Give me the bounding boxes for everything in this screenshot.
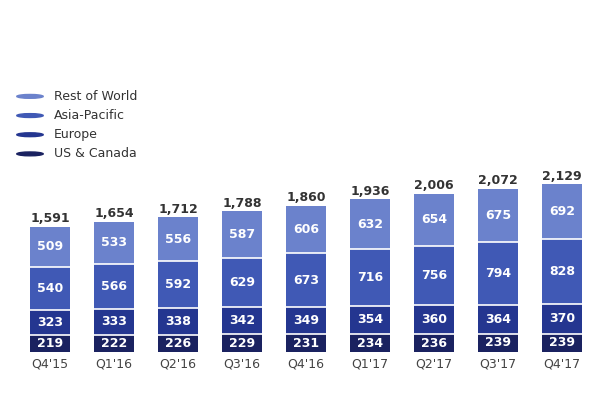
Bar: [414, 194, 454, 246]
Text: 1,860: 1,860: [286, 191, 326, 204]
Text: 566: 566: [101, 280, 127, 293]
Bar: [350, 334, 390, 352]
Text: 1,712: 1,712: [158, 202, 198, 215]
Bar: [542, 304, 582, 333]
Bar: [542, 239, 582, 304]
Bar: [158, 308, 198, 335]
Bar: [478, 188, 518, 242]
Bar: [350, 200, 390, 249]
Bar: [158, 335, 198, 352]
Bar: [286, 307, 326, 334]
Text: 364: 364: [485, 313, 511, 326]
Bar: [286, 206, 326, 253]
Text: 338: 338: [165, 315, 191, 328]
Bar: [414, 305, 454, 334]
Text: 333: 333: [101, 315, 127, 328]
Text: 533: 533: [101, 236, 127, 249]
Text: 226: 226: [165, 337, 191, 350]
Text: 2,129: 2,129: [542, 169, 582, 183]
Text: 675: 675: [485, 209, 511, 222]
Bar: [222, 307, 262, 334]
Bar: [478, 305, 518, 333]
Bar: [478, 242, 518, 305]
Text: 354: 354: [357, 314, 383, 326]
Text: Monthly Active Users (MAUs): Monthly Active Users (MAUs): [11, 13, 510, 42]
Text: 349: 349: [293, 314, 319, 327]
Bar: [542, 184, 582, 239]
Bar: [158, 261, 198, 308]
Circle shape: [17, 152, 43, 156]
Text: In Millions: In Millions: [11, 57, 91, 71]
Bar: [30, 227, 70, 267]
Text: 794: 794: [485, 267, 511, 280]
Bar: [350, 306, 390, 334]
Bar: [158, 217, 198, 261]
Text: 2,072: 2,072: [478, 174, 518, 187]
Text: 629: 629: [229, 276, 255, 289]
Text: 231: 231: [293, 337, 319, 350]
Text: 222: 222: [101, 337, 127, 350]
Text: 556: 556: [165, 232, 191, 246]
Text: 219: 219: [37, 337, 63, 350]
Bar: [350, 249, 390, 306]
Text: 632: 632: [357, 218, 383, 231]
Text: 654: 654: [421, 213, 447, 226]
Bar: [478, 333, 518, 352]
Text: 756: 756: [421, 269, 447, 282]
Bar: [94, 308, 134, 335]
Circle shape: [17, 133, 43, 137]
Bar: [30, 310, 70, 335]
Text: 239: 239: [485, 337, 511, 350]
Text: 716: 716: [357, 271, 383, 284]
Text: Rest of World: Rest of World: [54, 90, 137, 103]
Text: 1,654: 1,654: [94, 207, 134, 220]
Text: Europe: Europe: [54, 128, 98, 141]
Text: 1,788: 1,788: [222, 197, 262, 209]
Text: 1,591: 1,591: [30, 212, 70, 225]
Bar: [286, 334, 326, 352]
Bar: [94, 222, 134, 264]
Text: 234: 234: [357, 337, 383, 350]
Text: 342: 342: [229, 314, 255, 327]
Circle shape: [17, 114, 43, 118]
Bar: [30, 267, 70, 310]
Bar: [414, 246, 454, 305]
Bar: [414, 334, 454, 352]
Text: 540: 540: [37, 282, 63, 295]
Text: 509: 509: [37, 240, 63, 253]
Text: 323: 323: [37, 316, 63, 329]
Text: 592: 592: [165, 278, 191, 291]
Text: 828: 828: [549, 265, 575, 278]
Text: Asia-Pacific: Asia-Pacific: [54, 109, 125, 122]
Bar: [542, 333, 582, 352]
Text: 370: 370: [549, 312, 575, 326]
Text: US & Canada: US & Canada: [54, 147, 137, 160]
Bar: [222, 258, 262, 307]
Text: 2,006: 2,006: [414, 179, 454, 192]
Text: 229: 229: [229, 337, 255, 350]
Bar: [222, 334, 262, 352]
Text: 239: 239: [549, 337, 575, 350]
Bar: [94, 264, 134, 308]
Text: 673: 673: [293, 274, 319, 286]
Text: 236: 236: [421, 337, 447, 350]
Bar: [94, 335, 134, 352]
Text: 587: 587: [229, 228, 255, 241]
Circle shape: [17, 95, 43, 98]
Bar: [30, 335, 70, 352]
Text: 606: 606: [293, 223, 319, 236]
Bar: [222, 211, 262, 258]
Text: 692: 692: [549, 205, 575, 218]
Text: 360: 360: [421, 313, 447, 326]
Bar: [286, 253, 326, 307]
Text: 1,936: 1,936: [350, 185, 389, 198]
